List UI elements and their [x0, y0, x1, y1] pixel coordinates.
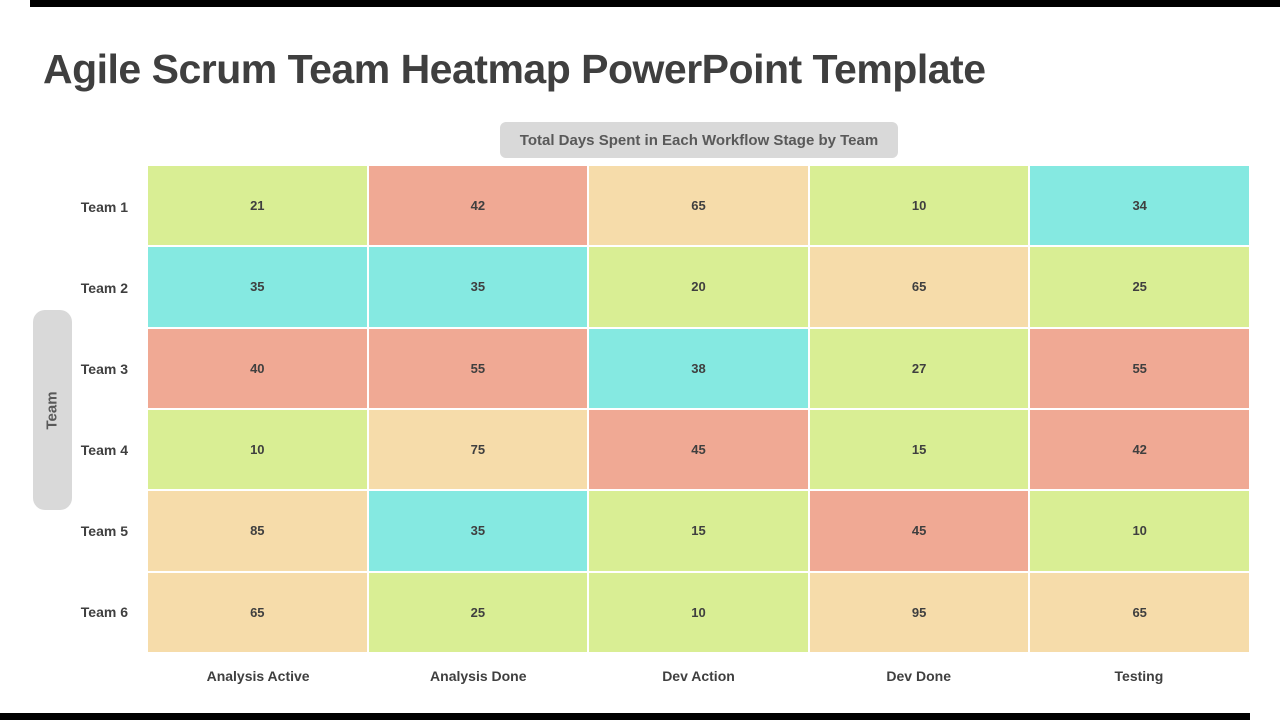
col-label: Analysis Active	[206, 668, 310, 684]
chart-title-badge: Total Days Spent in Each Workflow Stage …	[500, 122, 898, 158]
heatmap-cell: 65	[1030, 572, 1249, 652]
heatmap-cell: 20	[589, 247, 808, 327]
row-labels: Team 1 Team 2 Team 3 Team 4 Team 5 Team 6	[0, 166, 138, 652]
heatmap-cell: 25	[1030, 247, 1249, 327]
page-title: Agile Scrum Team Heatmap PowerPoint Temp…	[43, 46, 986, 92]
top-accent-bar	[30, 0, 1280, 7]
heatmap-cell: 40	[148, 328, 367, 408]
heatmap-cell: 75	[368, 410, 588, 490]
col-label: Testing	[1114, 668, 1164, 684]
col-label: Dev Done	[886, 668, 951, 684]
heatmap-cell: 42	[1030, 410, 1249, 490]
heatmap-cell: 10	[589, 572, 808, 652]
row-label: Team 5	[80, 522, 128, 539]
heatmap-cell: 65	[809, 247, 1029, 327]
row-label: Team 3	[80, 360, 128, 377]
row-label: Team 2	[80, 279, 128, 296]
col-label: Analysis Done	[430, 668, 527, 684]
heatmap-cell: 15	[809, 410, 1029, 490]
row-label: Team 4	[80, 441, 128, 458]
heatmap-cell: 85	[148, 491, 367, 571]
y-axis-label-pill: Team	[33, 310, 72, 510]
heatmap-cell: 35	[368, 247, 588, 327]
heatmap-cell: 25	[368, 572, 588, 652]
heatmap-cell: 38	[589, 328, 808, 408]
heatmap-cell: 45	[589, 410, 808, 490]
heatmap-cell: 15	[589, 491, 808, 571]
heatmap-cell: 10	[809, 166, 1029, 246]
heatmap-cell: 21	[148, 166, 367, 246]
heatmap-cell: 65	[589, 166, 808, 246]
heatmap-cell: 10	[148, 410, 367, 490]
heatmap-cell: 45	[809, 491, 1029, 571]
row-label: Team 1	[80, 198, 128, 215]
heatmap-cell: 95	[809, 572, 1029, 652]
heatmap-cell: 55	[368, 328, 588, 408]
col-label: Dev Action	[662, 668, 735, 684]
heatmap-cell: 65	[148, 572, 367, 652]
heatmap-cell: 34	[1030, 166, 1249, 246]
heatmap-cell: 10	[1030, 491, 1249, 571]
bottom-accent-bar	[0, 713, 1250, 720]
row-label: Team 6	[80, 603, 128, 620]
heatmap-cell: 35	[148, 247, 367, 327]
heatmap-cell: 27	[809, 328, 1029, 408]
heatmap-cell: 35	[368, 491, 588, 571]
heatmap-cell: 55	[1030, 328, 1249, 408]
heatmap-grid: 21 42 65 10 34 35 35 20 65 25 40 55 38 27 55 10 75 45 15 42…	[148, 166, 1249, 652]
heatmap-cell: 42	[368, 166, 588, 246]
col-labels: Analysis Active Analysis Done Dev Action De…	[148, 662, 1249, 690]
